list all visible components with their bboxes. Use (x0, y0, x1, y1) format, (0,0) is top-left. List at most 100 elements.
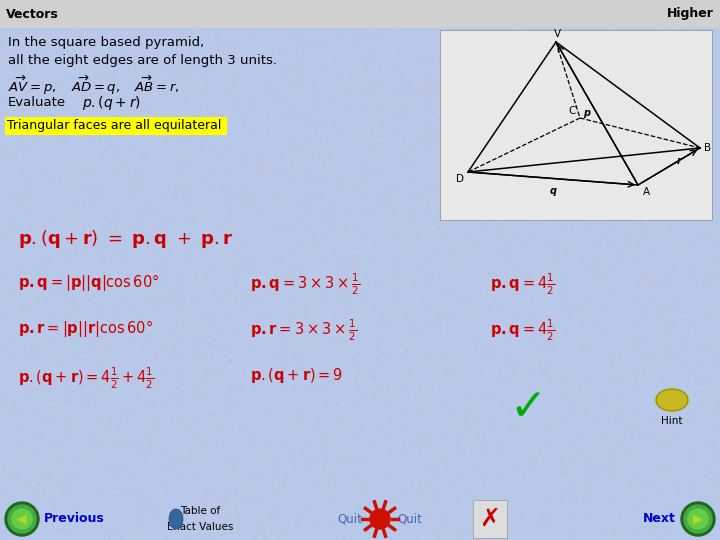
Point (170, 127, 181, 136)
Point (122, 318, 134, 327)
Point (264, 112, 275, 121)
Point (431, 383, 442, 391)
Point (629, 255, 640, 264)
Point (63, 48, 74, 56)
Text: $\mathit{\mathbf{p}.(\mathbf{q}+\mathbf{r})}=9$: $\mathit{\mathbf{p}.(\mathbf{q}+\mathbf{… (250, 366, 343, 385)
Point (172, 167, 184, 176)
Point (361, 427, 373, 436)
Point (253, 159, 265, 167)
Point (510, 47, 522, 56)
Point (30, 368, 41, 377)
Point (375, 362, 387, 370)
Point (107, 12, 118, 21)
Point (27, 296, 38, 305)
Point (382, 384, 394, 393)
Point (459, 235, 470, 244)
Point (659, 519, 670, 528)
Point (491, 200, 503, 209)
Point (75, 161, 86, 170)
Point (644, 205, 655, 213)
Point (701, 306, 712, 314)
Point (392, 273, 404, 282)
Point (130, 411, 142, 420)
Point (662, 481, 673, 489)
Point (371, 169, 382, 178)
Point (406, 328, 418, 337)
Point (36, 339, 48, 347)
Point (330, 203, 342, 212)
Point (135, 226, 146, 235)
Point (315, 213, 327, 221)
Point (664, 326, 675, 334)
Point (432, 320, 444, 328)
Point (493, 201, 505, 210)
Point (282, 36, 294, 44)
Point (339, 251, 351, 259)
Point (672, 302, 683, 310)
Point (510, 9, 522, 17)
Text: $\mathit{\mathbf{p.q}}=4\frac{1}{2}$: $\mathit{\mathbf{p.q}}=4\frac{1}{2}$ (490, 272, 555, 298)
Point (655, 441, 667, 449)
Point (146, 270, 158, 279)
Point (225, 91, 237, 99)
Point (662, 104, 673, 112)
Point (211, 52, 222, 60)
Point (261, 138, 273, 147)
Point (376, 357, 387, 366)
Point (421, 393, 433, 402)
Point (621, 427, 632, 436)
Point (393, 252, 405, 260)
Point (338, 399, 349, 408)
Point (104, 71, 115, 80)
Point (505, 243, 517, 252)
Point (440, 228, 451, 237)
Point (679, 214, 690, 222)
Point (408, 319, 419, 327)
Point (58, 127, 70, 136)
Point (562, 0, 573, 8)
Point (190, 49, 202, 57)
Point (423, 413, 435, 422)
Point (179, 470, 190, 479)
Point (622, 156, 634, 164)
Point (199, 224, 211, 233)
Point (564, 348, 576, 357)
Point (39, 35, 50, 44)
Point (593, 447, 604, 456)
Point (249, 535, 261, 540)
Point (414, 365, 426, 374)
Point (338, 100, 349, 109)
Point (22, 510, 34, 519)
Point (587, 193, 598, 202)
Point (441, 314, 452, 322)
Point (552, 241, 563, 249)
Point (287, 144, 298, 152)
Point (395, 155, 407, 164)
Point (158, 25, 170, 34)
Point (481, 138, 492, 147)
Point (217, 486, 228, 495)
Point (73, 349, 84, 358)
Point (122, 105, 134, 113)
Point (639, 429, 651, 438)
Point (707, 282, 719, 291)
Point (331, 262, 343, 271)
Point (369, 483, 381, 491)
Point (122, 436, 133, 445)
Point (669, 147, 680, 156)
Point (392, 18, 403, 27)
Point (248, 331, 260, 340)
Point (478, 483, 490, 491)
Point (330, 452, 342, 461)
Point (459, 406, 470, 414)
Point (480, 48, 492, 56)
Point (150, 266, 162, 274)
Point (418, 488, 429, 497)
Point (504, 437, 516, 446)
Point (100, 346, 112, 355)
Point (213, 492, 225, 501)
Point (379, 30, 390, 38)
Point (679, 79, 690, 87)
Point (624, 198, 635, 206)
Point (218, 293, 230, 302)
